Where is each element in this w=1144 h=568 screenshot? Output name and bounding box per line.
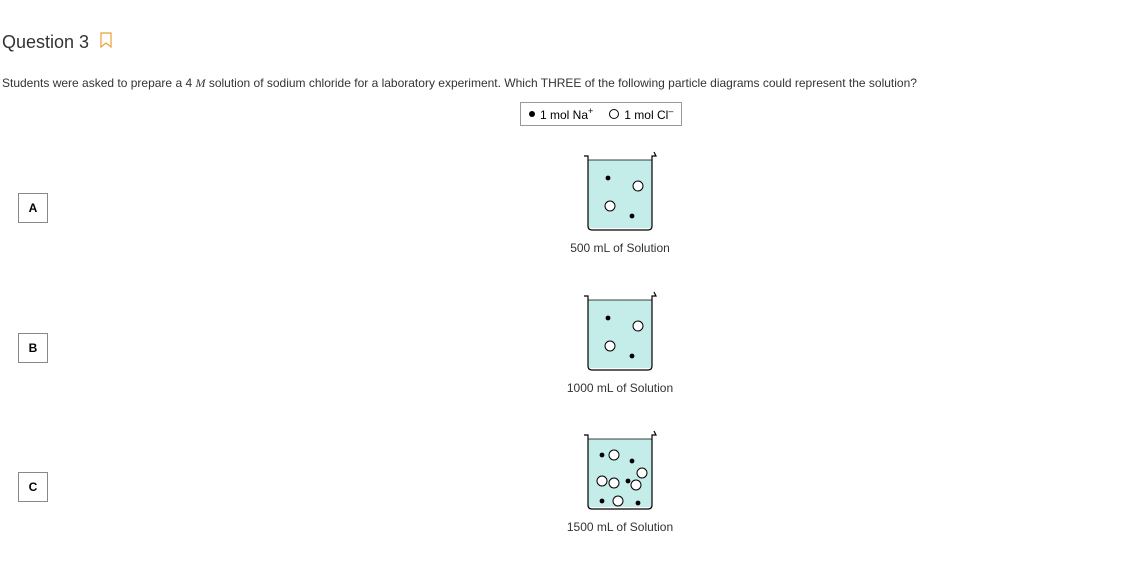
question-number: Question 3 (2, 32, 89, 53)
beaker-c: 1500 mL of Solution (560, 429, 680, 534)
option-row-a: A (18, 193, 48, 223)
question-header: Question 3 (2, 32, 113, 53)
beaker-diagram (560, 429, 680, 516)
prompt-post: solution of sodium chloride for a labora… (205, 76, 916, 90)
option-row-b: B (18, 333, 48, 363)
solid-dot-icon (529, 111, 535, 117)
legend-na-sup: + (588, 106, 593, 116)
beaker-a: 500 mL of Solution (560, 150, 680, 255)
legend-cl-label: 1 mol Cl (624, 108, 668, 122)
legend-cl: 1 mol Cl– (609, 106, 673, 122)
beaker-b: 1000 mL of Solution (560, 290, 680, 395)
legend-na-label: 1 mol Na (540, 108, 588, 122)
prompt-pre: Students were asked to prepare a (2, 76, 185, 90)
prompt-molarity-unit: M (195, 76, 205, 90)
beaker-caption: 1500 mL of Solution (560, 520, 680, 534)
question-prompt: Students were asked to prepare a 4 M sol… (2, 76, 917, 91)
bookmark-icon[interactable] (99, 32, 113, 53)
open-dot-icon (609, 109, 619, 119)
legend-cl-sup: – (668, 106, 673, 116)
beaker-diagram (560, 150, 680, 237)
legend-na: 1 mol Na+ (529, 106, 593, 122)
option-label-a[interactable]: A (18, 193, 48, 223)
beaker-caption: 500 mL of Solution (560, 241, 680, 255)
legend: 1 mol Na+ 1 mol Cl– (520, 102, 682, 126)
option-label-b[interactable]: B (18, 333, 48, 363)
beaker-caption: 1000 mL of Solution (560, 381, 680, 395)
prompt-molarity-num: 4 (185, 76, 192, 90)
option-label-c[interactable]: C (18, 472, 48, 502)
beaker-diagram (560, 290, 680, 377)
option-row-c: C (18, 472, 48, 502)
